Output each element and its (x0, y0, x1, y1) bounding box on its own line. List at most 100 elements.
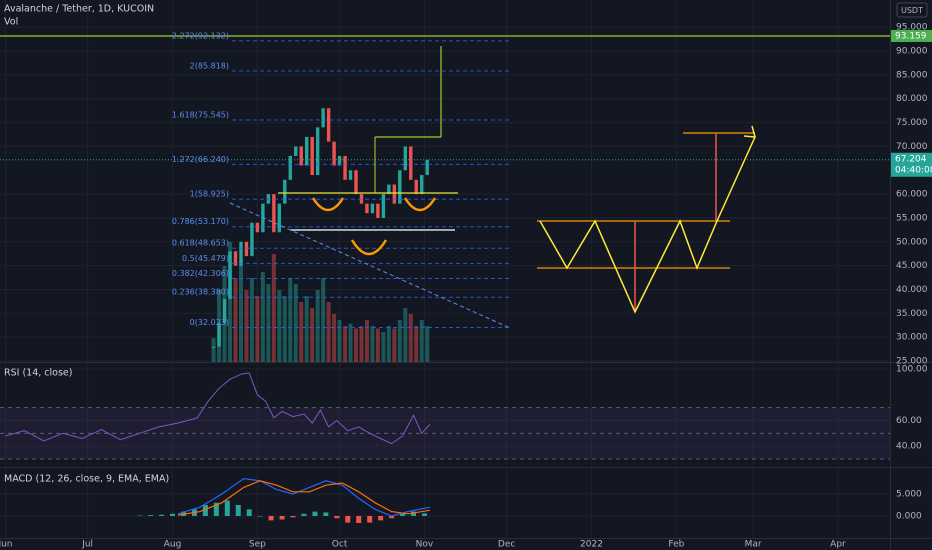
volume-bar (337, 320, 342, 362)
candle (387, 184, 391, 195)
fib-label: 1(58.925) (190, 190, 229, 199)
marks (0, 35, 890, 524)
volume-bar (310, 308, 315, 362)
histogram-bar (323, 512, 329, 516)
candle (217, 322, 221, 347)
histogram-bar (290, 515, 296, 518)
histogram-bar (400, 513, 406, 516)
volume-bar (375, 328, 380, 362)
x-tick-label: Mar (745, 540, 762, 550)
histogram-bar (334, 515, 340, 519)
histogram-bar (246, 509, 252, 516)
y-tick-label: 60.000 (896, 190, 928, 200)
macd-line (177, 480, 430, 516)
volume-bar (425, 326, 430, 362)
last-price-text: 67.204 (895, 154, 927, 164)
candle (326, 108, 331, 142)
volume-bar (381, 332, 386, 362)
candle (299, 146, 303, 166)
volume-bar (249, 278, 254, 362)
x-tick-label: Feb (668, 540, 684, 550)
candle (343, 155, 347, 180)
candle (244, 241, 249, 257)
shoulder-arc (311, 197, 345, 212)
volume-bar (326, 302, 331, 362)
volume-bar (228, 242, 233, 362)
y-tick-label: 55.000 (896, 213, 928, 223)
y-tick-label: 90.000 (896, 47, 928, 57)
candle (409, 146, 413, 180)
histogram-bar (213, 502, 219, 516)
currency[interactable]: USDT (901, 6, 923, 15)
candle (272, 194, 276, 233)
y-tick-label: 40.00 (896, 442, 922, 452)
pattern-path (539, 136, 756, 314)
candle (239, 241, 243, 266)
y-tick-label: 0.000 (896, 511, 922, 521)
y-tick-label: 25.000 (896, 357, 928, 367)
volume-bar (414, 326, 419, 362)
volume-bar (288, 278, 293, 362)
x-tick-label: Sep (249, 540, 266, 550)
candle (398, 170, 402, 204)
x-tick-label: Jul (81, 540, 93, 550)
fib-label: 1.618(75.545) (172, 110, 229, 119)
volume-bar (266, 284, 271, 362)
fib-label: 0.236(38.380) (172, 288, 229, 297)
volume-bar (282, 296, 287, 362)
y-tick-label: 35.000 (896, 309, 928, 319)
rsi-line (5, 372, 431, 445)
y-tick-label: 50.000 (896, 237, 928, 247)
candle (420, 175, 424, 195)
x-tick-label: Dec (498, 540, 515, 550)
candle (294, 146, 298, 156)
volume-bar (304, 296, 309, 362)
y-tick-label: 100.00 (896, 365, 928, 375)
histogram-bar (312, 511, 318, 516)
volume-bar (364, 320, 369, 362)
drawings (229, 46, 757, 329)
volume-bar (293, 284, 298, 362)
volume-bar (255, 296, 260, 362)
candle (255, 222, 260, 233)
candle (381, 194, 386, 218)
currency-box[interactable] (896, 2, 928, 18)
volume-bar (359, 326, 364, 362)
candle (277, 203, 282, 233)
countdown: 04:40:08 (895, 165, 932, 175)
candle (414, 179, 418, 195)
fib-label: 2(85.818) (190, 61, 229, 70)
volume-bar (370, 326, 375, 362)
grid (0, 0, 890, 538)
candle (250, 222, 254, 257)
histogram-bar (170, 513, 176, 516)
volume-bar (392, 328, 397, 362)
head-arc (350, 239, 388, 256)
histogram-bar (345, 515, 351, 523)
histogram-bar (257, 515, 263, 517)
volume-bar (271, 254, 276, 362)
candle (332, 141, 336, 166)
last-price-tag (891, 152, 932, 177)
pattern-arrowhead (743, 125, 757, 138)
fib-label: 0.786(53.170) (172, 217, 229, 226)
y-tick-label: 60.00 (896, 416, 922, 426)
histogram-bar (378, 515, 384, 521)
fib-label: 1.272(66.240) (172, 155, 229, 164)
candle (321, 108, 325, 128)
x-tick-label: Jun (0, 540, 13, 550)
rsi-label: RSI (14, close) (4, 368, 72, 379)
histogram-bar (389, 515, 395, 519)
histogram-bar (137, 515, 143, 517)
histogram-bar (148, 515, 154, 516)
histogram-bar (159, 514, 165, 516)
candle (370, 203, 375, 214)
candle (233, 251, 238, 266)
volume-bar (233, 278, 238, 362)
volume-bar (244, 290, 249, 362)
histogram-bar (411, 511, 417, 516)
